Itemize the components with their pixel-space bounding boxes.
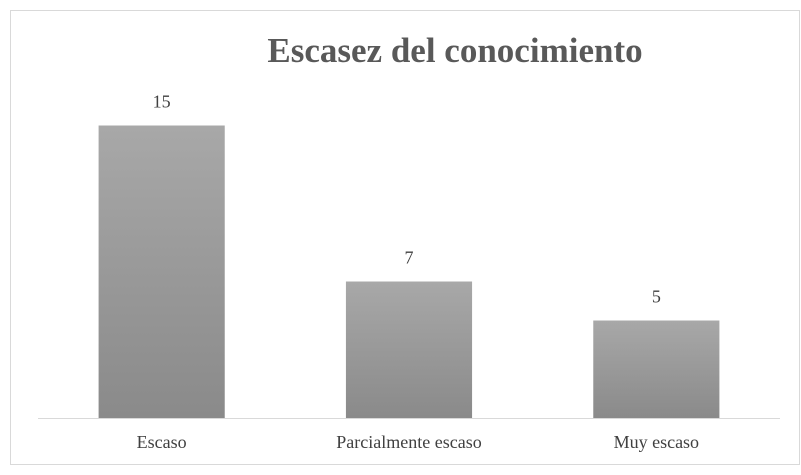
chart-title: Escasez del conocimiento	[267, 31, 642, 70]
bar	[98, 125, 225, 418]
data-label: 5	[652, 287, 661, 307]
bar	[345, 281, 473, 418]
x-tick-label: Escaso	[137, 432, 187, 452]
data-label: 7	[405, 248, 414, 268]
x-tick-label: Parcialmente escaso	[336, 432, 481, 452]
x-tick-label: Muy escaso	[614, 432, 699, 452]
bar	[593, 320, 720, 418]
data-label: 15	[153, 92, 171, 112]
